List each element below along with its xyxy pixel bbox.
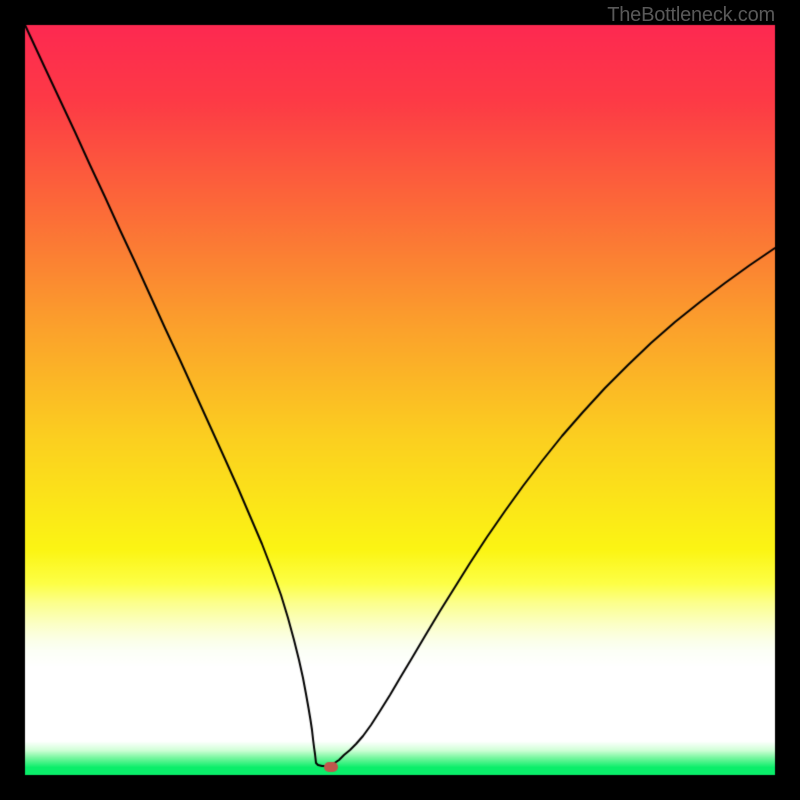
- bottleneck-chart: [0, 0, 800, 800]
- watermark-text: TheBottleneck.com: [607, 4, 775, 27]
